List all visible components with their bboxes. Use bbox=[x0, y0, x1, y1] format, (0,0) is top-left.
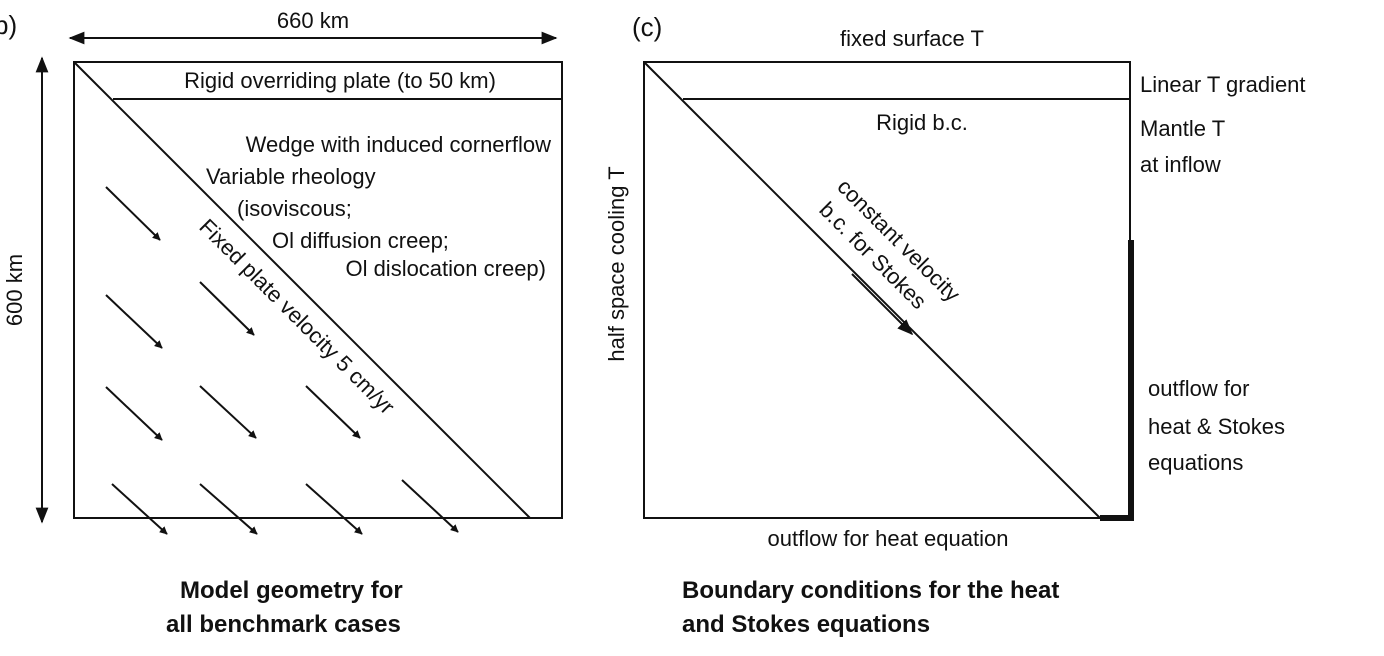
panel-c: (c) fixed surface T Rigid b.c. constant … bbox=[604, 12, 1306, 638]
outflow-thick-boundary bbox=[1100, 240, 1134, 521]
wedge-line-1: Wedge with induced cornerflow bbox=[246, 132, 551, 157]
rigid-bc-label: Rigid b.c. bbox=[876, 110, 968, 135]
flow-arrow bbox=[305, 483, 363, 535]
right-bottom-line-3: equations bbox=[1148, 450, 1243, 475]
flow-arrow bbox=[105, 386, 163, 441]
flow-arrow bbox=[105, 186, 161, 241]
panel-b: b) 660 km 600 km Rigid overriding plate … bbox=[0, 8, 563, 638]
slab-surface bbox=[73, 61, 531, 519]
plate-label: Rigid overriding plate (to 50 km) bbox=[184, 68, 496, 93]
model-box bbox=[73, 61, 563, 519]
wedge-line-4: Ol diffusion creep; bbox=[272, 228, 449, 253]
wedge-line-3: (isoviscous; bbox=[237, 196, 352, 221]
slab-boundary bbox=[643, 61, 1101, 519]
right-mid-line-1: Mantle T bbox=[1140, 116, 1225, 141]
caption-c-line-1: Boundary conditions for the heat bbox=[682, 577, 1059, 604]
right-top-label: Linear T gradient bbox=[1140, 72, 1306, 97]
caption-b-line-1: Model geometry for bbox=[180, 577, 403, 604]
flow-arrow bbox=[199, 483, 258, 535]
bottom-boundary-label: outflow for heat equation bbox=[768, 526, 1009, 551]
flow-arrow bbox=[199, 281, 255, 336]
height-label: 600 km bbox=[2, 254, 27, 326]
right-bottom-line-2: heat & Stokes bbox=[1148, 414, 1285, 439]
wedge-line-5: Ol dislocation creep) bbox=[345, 256, 546, 281]
caption-b-line-2: all benchmark cases bbox=[166, 611, 401, 638]
right-bottom-line-1: outflow for bbox=[1148, 376, 1250, 401]
flow-arrow bbox=[199, 385, 257, 439]
wedge-line-2: Variable rheology bbox=[206, 164, 376, 189]
panel-c-label: (c) bbox=[632, 12, 662, 42]
left-boundary-label: half space cooling T bbox=[604, 166, 629, 361]
velocity-arrow bbox=[851, 273, 914, 336]
panel-b-label: b) bbox=[0, 10, 17, 40]
top-boundary-label: fixed surface T bbox=[840, 26, 984, 51]
caption-c-line-2: and Stokes equations bbox=[682, 611, 930, 638]
flow-arrow bbox=[305, 385, 361, 439]
flow-arrow bbox=[111, 483, 168, 535]
width-label: 660 km bbox=[277, 8, 349, 33]
flow-arrow bbox=[401, 479, 459, 533]
flow-arrows bbox=[105, 186, 459, 535]
flow-arrow bbox=[105, 294, 163, 349]
right-mid-line-2: at inflow bbox=[1140, 152, 1221, 177]
